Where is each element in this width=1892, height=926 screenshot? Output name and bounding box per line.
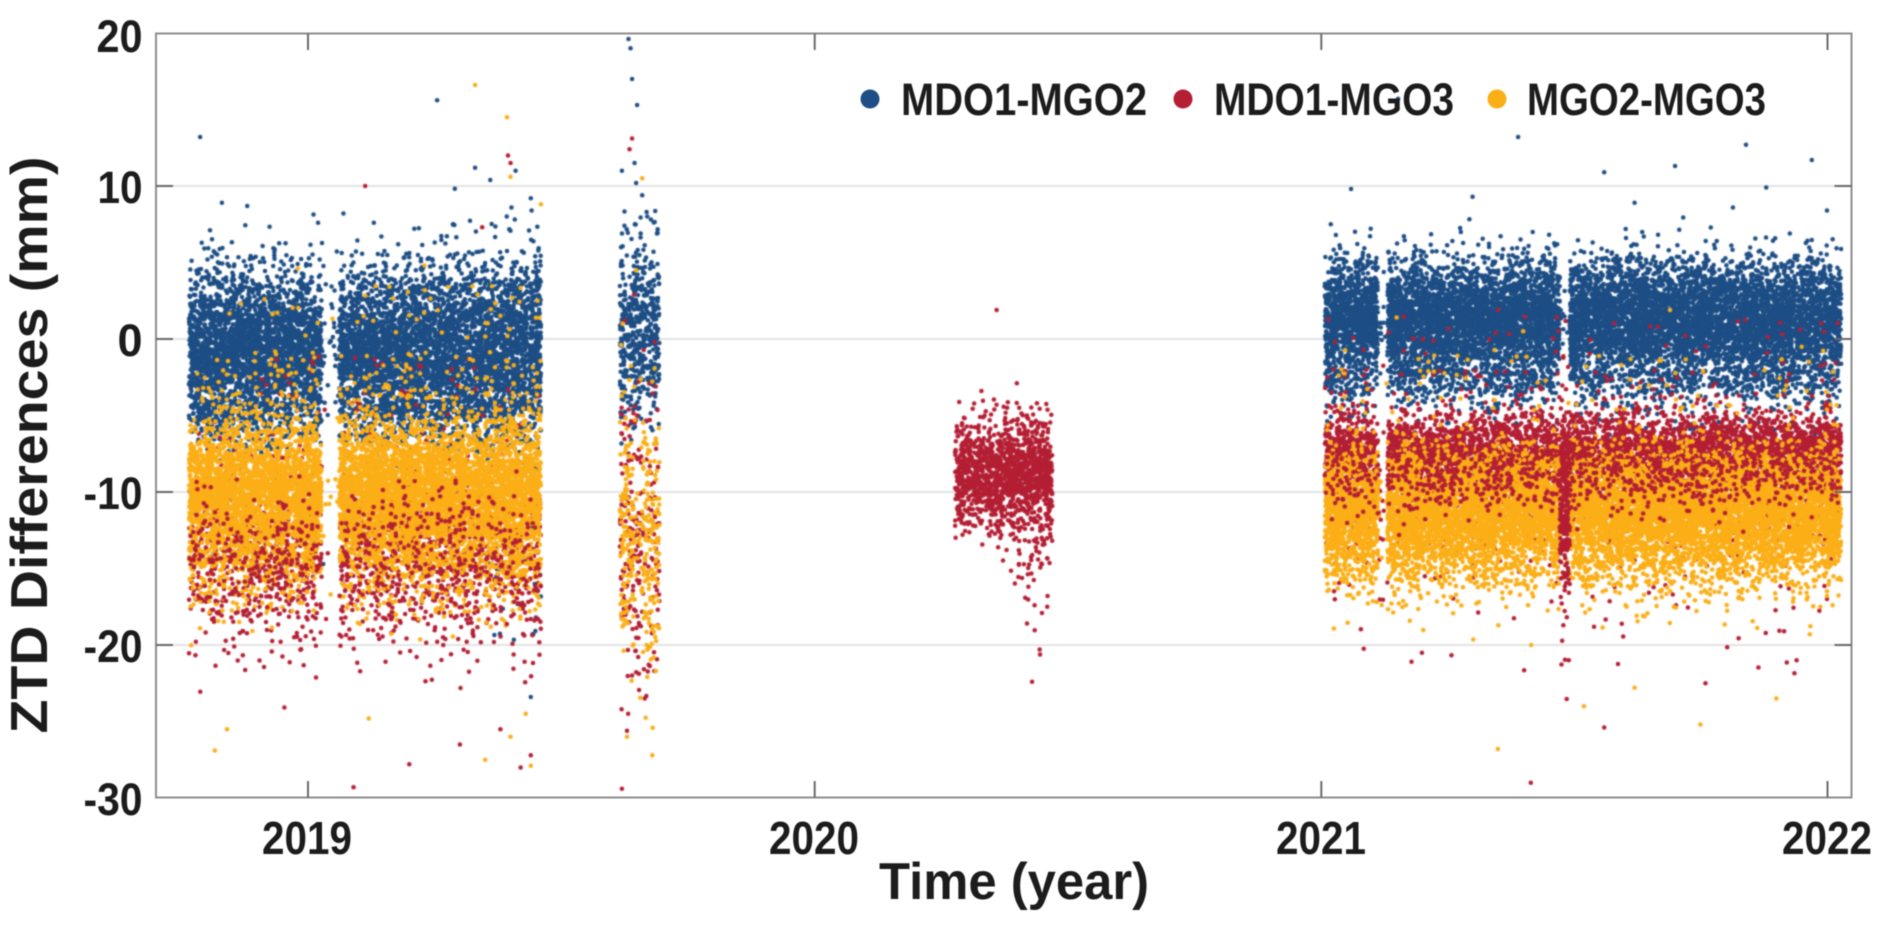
svg-text:10: 10: [98, 162, 143, 213]
svg-text:2021: 2021: [1276, 812, 1366, 864]
svg-text:-10: -10: [84, 468, 143, 519]
svg-text:20: 20: [97, 11, 143, 62]
svg-text:2022: 2022: [1782, 812, 1872, 864]
svg-text:-30: -30: [84, 774, 143, 825]
svg-text:MGO2-MGO3: MGO2-MGO3: [1527, 74, 1766, 125]
svg-text:ZTD Differences (mm): ZTD Differences (mm): [1, 157, 59, 734]
svg-text:2019: 2019: [262, 812, 352, 864]
svg-text:MDO1-MGO2: MDO1-MGO2: [901, 74, 1147, 125]
svg-text:-20: -20: [84, 621, 143, 672]
svg-text:0: 0: [117, 315, 142, 366]
svg-text:2020: 2020: [769, 812, 859, 864]
svg-text:Time (year): Time (year): [879, 853, 1149, 911]
svg-text:MDO1-MGO3: MDO1-MGO3: [1214, 74, 1454, 125]
